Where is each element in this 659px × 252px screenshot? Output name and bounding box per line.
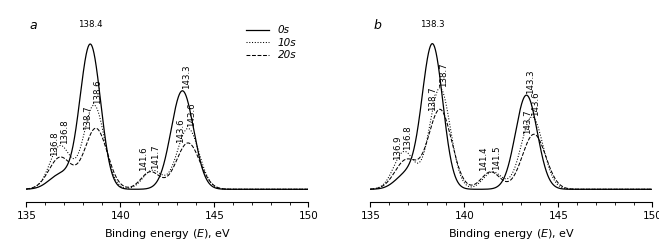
Text: 138.7: 138.7 (83, 106, 92, 130)
Text: 138.4: 138.4 (78, 19, 103, 28)
10s (143, 172, 151, 175)
0s (643, 188, 651, 191)
10s (281, 188, 289, 191)
10s (625, 188, 633, 191)
Line: 20s: 20s (370, 109, 652, 189)
Text: 141.4: 141.4 (480, 146, 488, 171)
Text: 143.6: 143.6 (187, 103, 196, 127)
20s (304, 188, 312, 191)
0s (428, 42, 436, 45)
Text: b: b (373, 19, 381, 33)
0s (304, 188, 312, 191)
10s (22, 187, 30, 191)
10s (90, 104, 98, 107)
0s (279, 188, 287, 191)
Text: 143.6: 143.6 (176, 119, 185, 143)
20s (366, 187, 374, 191)
20s (648, 188, 656, 191)
Text: 138.6: 138.6 (93, 79, 102, 104)
0s (474, 188, 482, 191)
Text: 143.7: 143.7 (523, 109, 532, 134)
0s (86, 43, 94, 46)
Text: 138.7: 138.7 (428, 86, 436, 111)
0s (130, 188, 138, 191)
20s (613, 188, 621, 191)
10s (55, 145, 63, 148)
20s (269, 188, 277, 191)
Text: 141.7: 141.7 (152, 144, 160, 169)
10s (436, 86, 444, 89)
10s (613, 188, 621, 191)
X-axis label: Binding energy ($E$), eV: Binding energy ($E$), eV (103, 227, 231, 241)
20s (487, 170, 495, 173)
10s (415, 161, 423, 164)
10s (299, 188, 307, 191)
20s (436, 108, 444, 111)
0s (269, 188, 277, 191)
Line: 10s: 10s (370, 88, 652, 189)
0s (399, 172, 407, 175)
0s (299, 188, 307, 191)
10s (71, 156, 79, 160)
20s (71, 163, 79, 166)
X-axis label: Binding energy ($E$), eV: Binding energy ($E$), eV (448, 227, 575, 241)
10s (304, 188, 312, 191)
Text: 143.3: 143.3 (526, 69, 535, 94)
Line: 0s: 0s (370, 44, 652, 189)
10s (643, 188, 651, 191)
20s (55, 156, 63, 159)
0s (648, 188, 656, 191)
0s (487, 187, 495, 190)
Text: 136.8: 136.8 (403, 125, 413, 150)
Line: 0s: 0s (26, 44, 308, 189)
10s (487, 171, 495, 174)
Line: 10s: 10s (26, 105, 308, 189)
20s (399, 160, 407, 163)
Text: 141.6: 141.6 (139, 146, 148, 171)
10s (474, 182, 482, 185)
20s (143, 172, 151, 175)
Text: 141.5: 141.5 (492, 146, 501, 170)
0s (71, 132, 79, 135)
0s (55, 172, 63, 175)
Text: 138.3: 138.3 (420, 19, 445, 28)
Text: a: a (29, 19, 37, 33)
Text: 143.3: 143.3 (182, 65, 191, 89)
Text: 143.6: 143.6 (531, 91, 540, 116)
20s (299, 188, 307, 191)
Text: 136.9: 136.9 (393, 136, 402, 160)
20s (633, 188, 641, 191)
0s (22, 188, 30, 191)
10s (366, 187, 374, 191)
0s (415, 116, 423, 119)
10s (399, 150, 407, 153)
20s (287, 188, 295, 191)
10s (269, 188, 277, 191)
10s (648, 188, 656, 191)
20s (643, 188, 651, 191)
Text: 136.8: 136.8 (60, 119, 69, 144)
0s (613, 188, 621, 191)
20s (130, 183, 138, 186)
0s (143, 187, 151, 190)
0s (619, 188, 627, 191)
Text: 138.7: 138.7 (439, 62, 448, 87)
20s (92, 127, 100, 130)
20s (415, 156, 423, 160)
Text: 136.8: 136.8 (49, 131, 59, 156)
10s (130, 184, 138, 187)
Line: 20s: 20s (26, 128, 308, 189)
0s (366, 188, 374, 191)
Legend: 0s, 10s, 20s: 0s, 10s, 20s (242, 21, 301, 65)
20s (22, 187, 30, 191)
20s (474, 180, 482, 183)
